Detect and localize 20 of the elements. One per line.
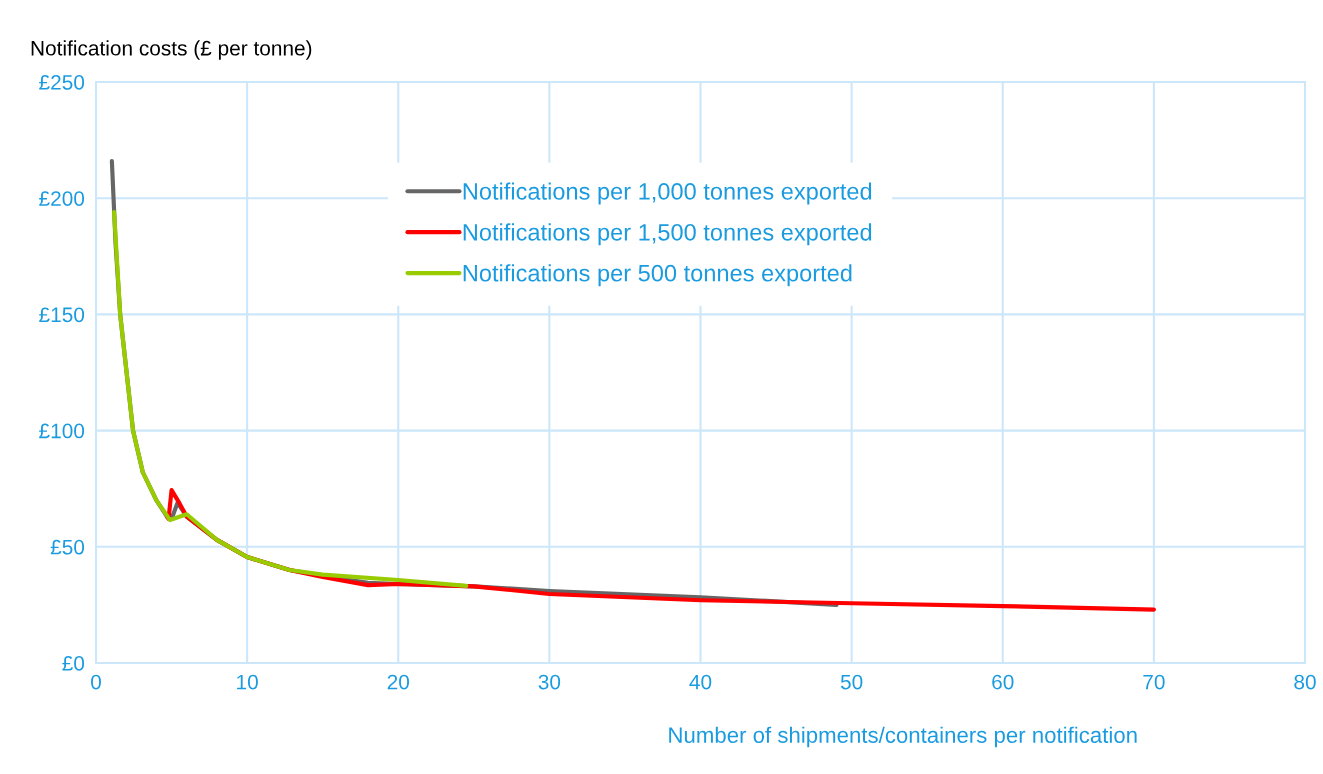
y-tick-label: £50 xyxy=(50,539,85,555)
y-tick-label: £200 xyxy=(39,191,85,206)
x-tick-label: 30 xyxy=(538,674,561,690)
y-tick-label: £150 xyxy=(39,307,85,323)
x-tick-label: 70 xyxy=(1143,674,1165,690)
x-tick-label: 20 xyxy=(387,674,410,690)
y-tick-label: £0 xyxy=(62,656,85,671)
x-tick-label: 40 xyxy=(689,674,712,690)
chart-title: Notification costs (£ per tonne) xyxy=(31,40,312,60)
legend-label: Notifications per 1,000 tonnes exported xyxy=(463,182,872,205)
x-tick-label: 10 xyxy=(237,674,258,690)
x-tick-label: 50 xyxy=(840,674,863,690)
x-tick-label: 0 xyxy=(91,674,101,690)
legend-label: Notifications per 500 tonnes exported xyxy=(463,264,852,287)
legend-label: Notifications per 1,500 tonnes exported xyxy=(463,223,872,246)
y-tick-label: £250 xyxy=(39,75,85,90)
x-tick-label: 60 xyxy=(992,674,1014,690)
x-axis-title: Number of shipments/containers per notification xyxy=(669,726,1137,748)
x-tick-label: 80 xyxy=(1294,674,1316,690)
y-tick-label: £100 xyxy=(39,423,85,439)
